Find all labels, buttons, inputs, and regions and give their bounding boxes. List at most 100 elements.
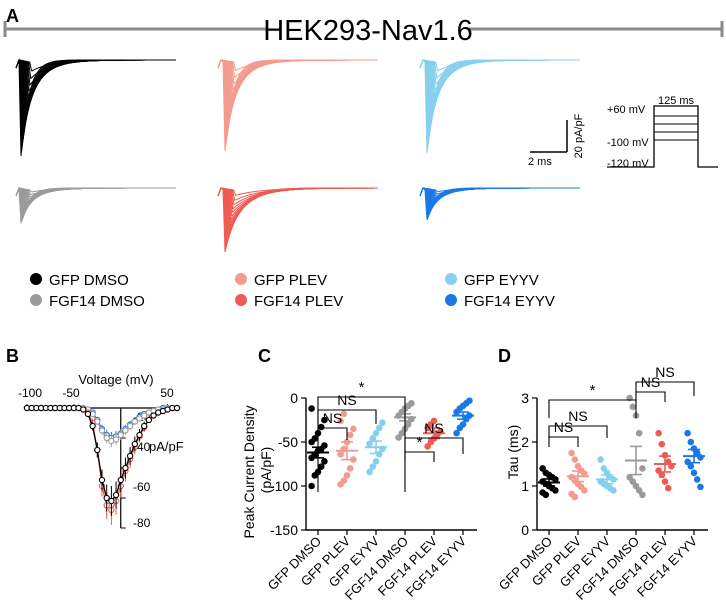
iv-x-tick-label: -50	[62, 386, 80, 400]
dot-data-point	[343, 472, 351, 479]
iv-series	[23, 404, 181, 516]
peak-y-axis-label: Peak Current Density (pA/pF)	[241, 402, 274, 539]
dot-data-point	[581, 487, 588, 494]
current-trace	[217, 59, 378, 120]
iv-data-point	[126, 422, 134, 430]
current-trace	[217, 187, 378, 253]
scale-bar: 2 ms 20 pA/pF	[528, 113, 585, 168]
dot-data-point	[684, 429, 691, 437]
iv-data-point	[122, 427, 129, 434]
iv-data-point	[126, 452, 134, 460]
current-trace	[419, 59, 580, 130]
iv-data-point	[136, 415, 143, 422]
dot-data-point	[340, 410, 348, 418]
current-trace	[15, 59, 176, 127]
dot-data-point	[369, 435, 377, 442]
title-backdrop	[268, 12, 468, 46]
current-trace	[217, 59, 378, 152]
iv-data-point	[112, 436, 120, 443]
dot-y-tick-label: -100	[270, 478, 298, 494]
panel-label-a: A	[6, 6, 19, 26]
current-trace	[15, 59, 176, 114]
dot-data-point	[337, 451, 344, 458]
comparison-bracket	[317, 409, 377, 424]
dot-data-point	[340, 477, 348, 485]
legend-label: GFP DMSO	[49, 272, 129, 289]
legend-marker	[445, 294, 457, 306]
dot-data-point	[658, 440, 666, 448]
iv-data-point	[141, 412, 148, 419]
iv-data-point	[98, 427, 106, 434]
dot-data-point	[597, 456, 604, 463]
current-trace	[419, 59, 580, 151]
dot-data-point	[321, 416, 328, 424]
comparison-label: NS	[554, 419, 573, 435]
comparison-label: NS	[337, 392, 356, 408]
dot-data-point	[337, 417, 344, 425]
comparison-bracket	[404, 437, 464, 454]
comparison-bracket	[317, 427, 348, 440]
dot-data-point	[552, 487, 559, 494]
panel-label-c: C	[258, 346, 271, 366]
iv-y-tick-label: -80	[133, 516, 151, 530]
dot-y-tick-label: 2	[521, 434, 529, 450]
iv-data-point	[103, 434, 110, 442]
dot-data-point	[308, 405, 315, 412]
dot-data-point	[610, 487, 617, 494]
iv-data-point	[89, 422, 96, 430]
dot-data-point	[690, 469, 698, 477]
dot-data-point	[552, 476, 559, 483]
figure-title: HEK293-Nav1.6	[263, 15, 473, 47]
dot-data-point	[639, 465, 646, 472]
iv-data-point	[131, 418, 138, 425]
dot-y-tick-label: 1	[521, 478, 529, 494]
trace-family	[419, 187, 580, 221]
current-trace	[15, 58, 176, 150]
iv-data-point	[122, 464, 129, 472]
iv-data-point	[94, 446, 101, 454]
dot-data-point	[369, 463, 377, 470]
iv-data-point	[173, 404, 181, 412]
current-trace	[419, 59, 580, 121]
protocol-duration-label: 125 ms	[658, 95, 695, 107]
iv-data-point	[98, 476, 106, 484]
dot-data-point	[571, 456, 579, 463]
legend-marker	[30, 294, 42, 306]
dot-y-tick-label: -150	[270, 522, 298, 538]
iv-data-point	[117, 476, 124, 484]
panel-b-iv-curve: B Voltage (mV) -100 -50 50 -20 -40 -60 -…	[6, 346, 184, 530]
iv-x-axis-label: Voltage (mV)	[78, 372, 153, 387]
dot-data-point	[350, 456, 357, 463]
dot-data-point	[687, 462, 695, 470]
legend-label: GFP EYYV	[464, 272, 539, 289]
current-trace	[217, 59, 378, 124]
iv-data-point	[84, 410, 92, 418]
peak-y-axis-label-line: Peak Current Density	[241, 405, 257, 538]
current-trace	[217, 187, 378, 242]
panel-c-peak-current: C Peak Current Density (pA/pF) -150 -100 -…	[241, 346, 477, 603]
dot-data-point	[311, 435, 319, 442]
iv-x-tick-label: -100	[18, 386, 42, 400]
dot-data-point	[308, 482, 315, 490]
current-trace	[15, 187, 176, 224]
comparison-bracket	[635, 381, 695, 396]
trace-families	[15, 58, 580, 253]
comparison-bracket	[404, 451, 435, 462]
dot-data-point	[379, 419, 386, 426]
dot-data-point	[571, 493, 579, 501]
panel-label-d: D	[498, 346, 511, 366]
dot-data-point	[629, 403, 637, 411]
comparison-bracket	[548, 425, 608, 438]
dot-data-point	[639, 491, 646, 499]
iv-data-point	[80, 406, 87, 413]
dot-data-point	[350, 425, 357, 433]
comparison-bracket	[548, 399, 637, 418]
iv-data-point	[108, 497, 115, 505]
trace-family	[217, 187, 378, 253]
legend-label: FGF14 DMSO	[49, 293, 145, 310]
dot-data-point	[661, 478, 669, 485]
dot-data-point	[635, 429, 643, 437]
dot-data-point	[321, 458, 328, 465]
dot-data-point	[317, 423, 325, 431]
